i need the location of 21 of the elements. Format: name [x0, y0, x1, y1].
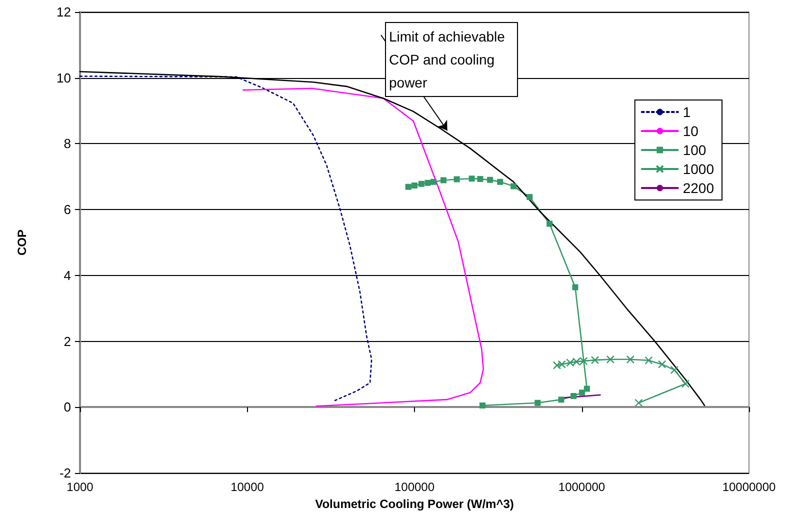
x-axis-title: Volumetric Cooling Power (W/m^3)	[315, 496, 514, 511]
legend-label: 10	[682, 123, 699, 139]
y-tick-label: 12	[56, 4, 71, 20]
x-tick-label: 10000	[230, 480, 264, 494]
legend-label: 1	[682, 104, 691, 120]
y-tick-label: -2	[59, 466, 71, 480]
y-tick-label: 10	[56, 70, 71, 86]
x-tick-label: 100000	[394, 480, 435, 494]
x-tick-label: 1000000	[558, 480, 606, 494]
legend-label: 1000	[682, 161, 714, 177]
y-tick-label: 2	[64, 334, 71, 349]
y-axis-title: COP	[15, 229, 29, 256]
x-tick-label: 10000000	[722, 480, 776, 494]
annotation: Limit of achievable COP and cooling power	[389, 28, 509, 90]
y-tick-label: 0	[64, 400, 71, 415]
x-tick-label: 1000	[66, 480, 94, 494]
y-tick-label: 4	[64, 268, 71, 283]
y-tick-label: 8	[64, 136, 71, 152]
legend-label: 2200	[682, 180, 714, 196]
legend-label: 100	[682, 142, 706, 158]
y-tick-label: 6	[64, 202, 71, 218]
